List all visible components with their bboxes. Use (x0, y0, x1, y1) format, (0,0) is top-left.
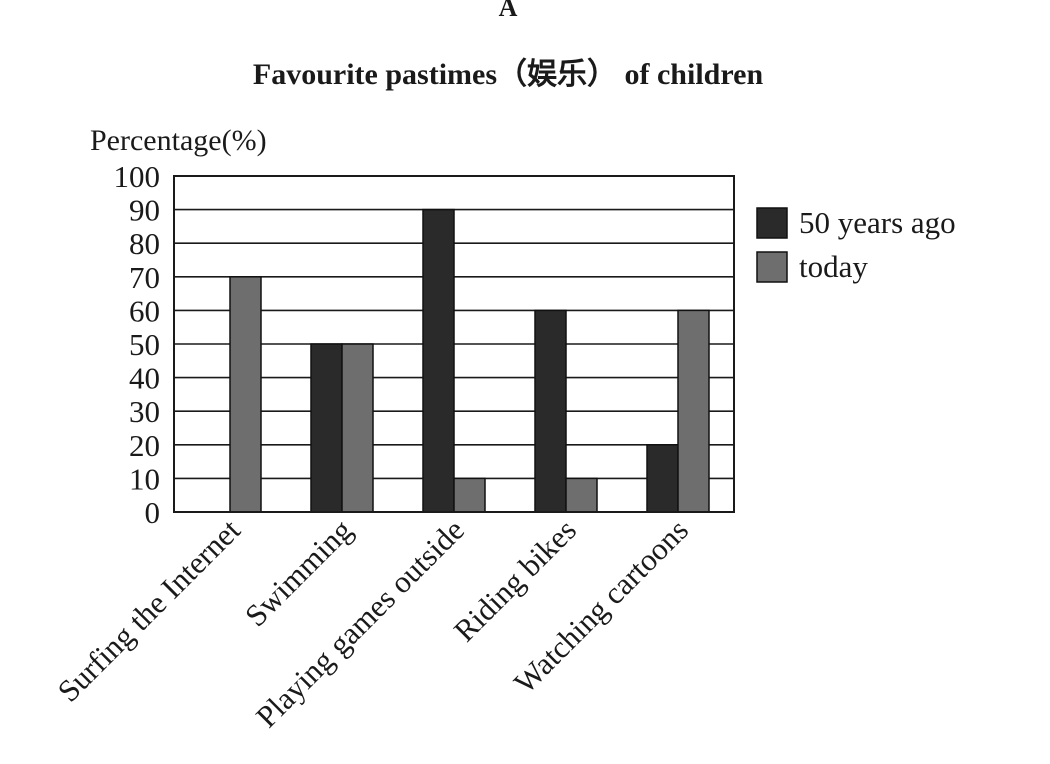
y-tick-label: 20 (129, 428, 160, 463)
bar (677, 309, 710, 513)
bar (453, 477, 486, 513)
bar (565, 477, 598, 513)
y-tick-label: 100 (114, 159, 161, 194)
legend: 50 years ago today (756, 205, 956, 284)
y-tick-label: 70 (129, 260, 160, 295)
x-tick-label: Swimming (238, 512, 359, 633)
bar (341, 343, 374, 513)
bar (229, 276, 262, 513)
legend-swatch (756, 251, 788, 283)
y-tick-label: 30 (129, 394, 160, 429)
y-tick-label: 90 (129, 193, 160, 228)
y-tick-label: 80 (129, 226, 160, 261)
header-letter: A (499, 0, 518, 22)
plot-frame (173, 175, 735, 513)
bars (229, 208, 710, 513)
legend-label: 50 years ago (799, 205, 956, 240)
y-tick-label: 50 (129, 327, 160, 362)
x-tick-label: Playing games outside (249, 512, 471, 734)
y-tick-label: 40 (129, 361, 160, 396)
bar (534, 309, 567, 513)
y-tick-label: 10 (129, 461, 160, 496)
x-tick-label: Surfing the Internet (51, 512, 248, 709)
legend-swatch (756, 207, 788, 239)
bar (646, 444, 679, 513)
bar (422, 208, 455, 513)
y-axis-label: Percentage(%) (90, 124, 267, 157)
bar (310, 343, 343, 513)
y-tick-label: 60 (129, 293, 160, 328)
chart-title: Favourite pastimes（娱乐） of children (253, 57, 764, 91)
legend-label: today (799, 249, 868, 284)
y-tick-label: 0 (145, 495, 161, 530)
